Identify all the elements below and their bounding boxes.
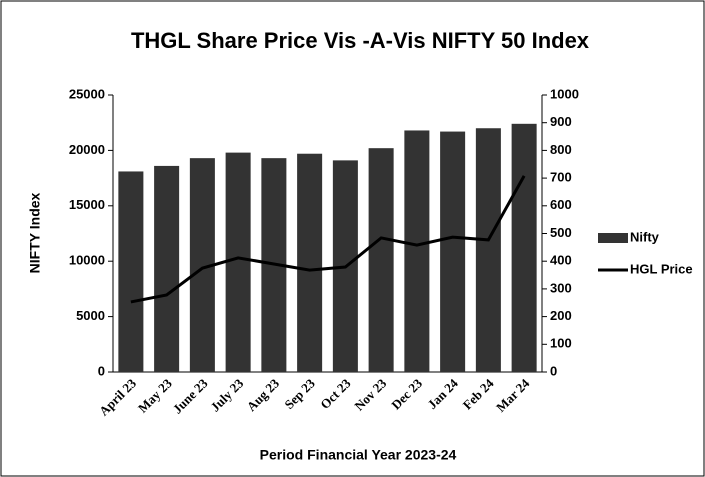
y2-tick-label: 300 — [550, 280, 572, 295]
bar — [297, 153, 323, 372]
bar — [404, 130, 430, 372]
y2-tick-label: 500 — [550, 225, 572, 240]
y2-tick-label: 900 — [550, 114, 572, 129]
y2-tick-label: 1000 — [550, 86, 579, 101]
y-tick-label: 15000 — [69, 197, 105, 212]
y-tick-label: 0 — [98, 363, 105, 378]
bar — [368, 148, 394, 372]
y2-tick-label: 200 — [550, 308, 572, 323]
legend-label: HGL Price — [630, 261, 693, 276]
bar — [440, 131, 466, 372]
bar — [118, 171, 144, 372]
bar — [154, 165, 180, 372]
y2-tick-label: 800 — [550, 142, 572, 157]
bar — [225, 152, 251, 372]
legend-swatch — [598, 233, 628, 243]
y2-tick-label: 600 — [550, 197, 572, 212]
bar — [475, 128, 501, 372]
legend-label: Nifty — [630, 229, 660, 244]
y-tick-label: 25000 — [69, 86, 105, 101]
bar — [511, 123, 537, 372]
y2-tick-label: 0 — [550, 363, 557, 378]
line — [130, 175, 526, 304]
y2-tick-label: 400 — [550, 253, 572, 268]
y2-tick-label: 100 — [550, 336, 572, 351]
y-axis-label: NIFTY Index — [27, 192, 43, 273]
y-tick-label: 5000 — [76, 308, 105, 323]
y-tick-label: 20000 — [69, 142, 105, 157]
y-tick-label: 10000 — [69, 253, 105, 268]
chart-title: THGL Share Price Vis -A-Vis NIFTY 50 Ind… — [131, 28, 590, 53]
x-axis-label: Period Financial Year 2023-24 — [260, 447, 457, 463]
y2-tick-label: 700 — [550, 170, 572, 185]
